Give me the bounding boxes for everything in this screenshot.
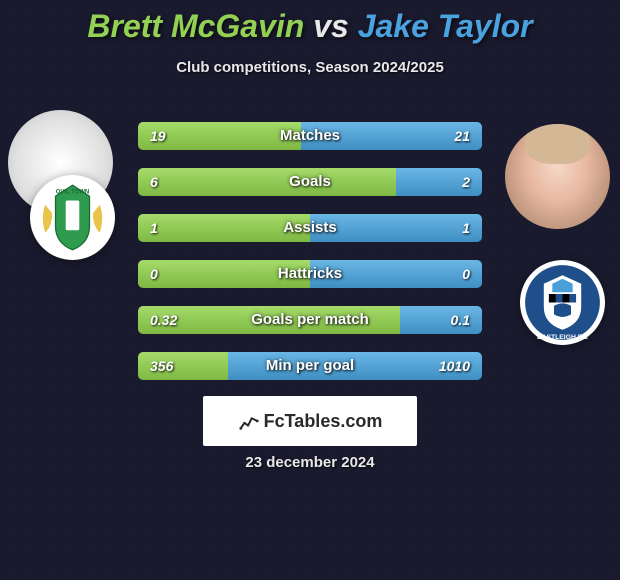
player1-name: Brett McGavin	[87, 8, 304, 44]
stat-value-player2: 0	[450, 260, 482, 288]
stat-row: Goals per match0.32 0.1	[138, 306, 482, 334]
footer-date: 23 december 2024	[0, 454, 620, 471]
stat-value-player2: 21	[442, 122, 482, 150]
fctables-logo: FcTables.com	[203, 396, 417, 446]
stat-row: Hattricks0 0	[138, 260, 482, 288]
stat-label: Assists	[138, 214, 482, 242]
stat-value-player1: 356	[138, 352, 185, 380]
stat-value-player2: 1010	[427, 352, 482, 380]
stat-value-player1: 19	[138, 122, 178, 150]
stat-value-player1: 6	[138, 168, 170, 196]
stat-label: Goals	[138, 168, 482, 196]
player2-name: Jake Taylor	[358, 8, 533, 44]
logo-text: FcTables.com	[264, 411, 383, 432]
stat-row: Matches19 21	[138, 122, 482, 150]
stat-row: Goals6 2	[138, 168, 482, 196]
stat-value-player1: 1	[138, 214, 170, 242]
stat-value-player2: 1	[450, 214, 482, 242]
stats-container: Matches19 21 Goals6 2 Assists1 1 Hattricks0 0 Go…	[138, 122, 482, 398]
comparison-title: Brett McGavin vs Jake Taylor	[0, 0, 620, 45]
stat-row: Min per goal3561010	[138, 352, 482, 380]
stat-label: Matches	[138, 122, 482, 150]
svg-text:OVIL TOWN: OVIL TOWN	[56, 190, 89, 196]
subtitle: Club competitions, Season 2024/2025	[0, 59, 620, 76]
player2-photo	[505, 124, 610, 229]
stat-label: Goals per match	[138, 306, 482, 334]
svg-text:EASTLEIGH F.C: EASTLEIGH F.C	[537, 334, 588, 341]
stat-row: Assists1 1	[138, 214, 482, 242]
vs-text: vs	[313, 8, 349, 44]
stat-value-player1: 0.32	[138, 306, 189, 334]
stat-label: Hattricks	[138, 260, 482, 288]
stat-value-player2: 0.1	[439, 306, 482, 334]
player2-club-badge: EASTLEIGH F.C	[520, 260, 605, 345]
stat-value-player2: 2	[450, 168, 482, 196]
chart-icon	[238, 410, 260, 432]
player1-club-badge: OVIL TOWN	[30, 175, 115, 260]
stat-value-player1: 0	[138, 260, 170, 288]
